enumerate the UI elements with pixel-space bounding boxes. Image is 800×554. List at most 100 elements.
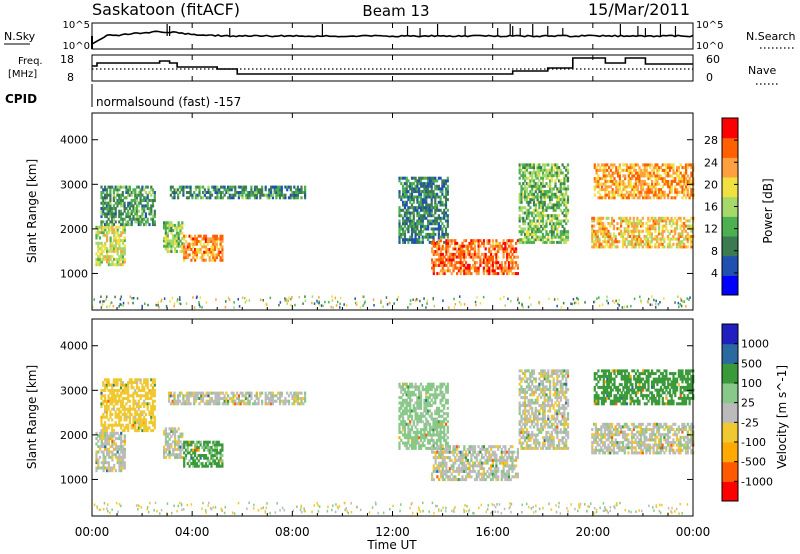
echo-cell xyxy=(540,166,543,169)
echo-cell xyxy=(407,430,410,434)
echo-cell xyxy=(527,176,530,180)
echo-cell xyxy=(647,182,650,186)
echo-cell xyxy=(170,226,173,230)
echo-cell xyxy=(425,390,428,394)
echo-cell xyxy=(428,222,431,226)
echo-cell xyxy=(437,232,440,236)
echo-cell xyxy=(450,261,453,265)
echo-cell xyxy=(486,239,489,243)
echo-cell xyxy=(118,260,121,264)
echo-cell xyxy=(206,242,209,246)
echo-cell xyxy=(683,242,686,246)
echo-cell xyxy=(427,211,430,215)
echo-cell xyxy=(194,448,197,452)
echo-cell xyxy=(410,385,414,389)
echo-cell xyxy=(141,402,144,406)
echo-cell xyxy=(540,195,543,199)
echo-cell xyxy=(600,216,603,220)
echo-cell xyxy=(566,184,570,188)
echo-cell xyxy=(109,431,112,435)
echo-cell xyxy=(106,255,109,259)
echo-cell xyxy=(511,263,514,267)
echo-cell xyxy=(441,184,444,188)
echo-cell xyxy=(605,240,608,244)
echo-cell xyxy=(423,406,426,410)
echo-cell xyxy=(612,235,615,238)
echo-cell xyxy=(497,266,500,270)
echo-cell xyxy=(444,230,448,234)
echo-cell xyxy=(428,208,431,212)
echo-cell xyxy=(648,232,652,236)
echo-cell xyxy=(549,190,552,194)
echo-cell xyxy=(624,182,627,186)
echo-cell xyxy=(398,211,401,215)
echo-cell xyxy=(604,166,607,170)
echo-cell xyxy=(102,426,105,430)
echo-cell xyxy=(97,257,100,261)
echo-cell xyxy=(194,464,197,468)
echo-cell xyxy=(418,414,421,418)
echo-cell xyxy=(477,266,480,270)
echo-cell xyxy=(244,196,248,200)
echo-cell xyxy=(639,229,643,233)
echo-cell xyxy=(414,409,417,413)
echo-cell xyxy=(598,219,601,223)
echo-cell xyxy=(278,399,282,403)
echo-cell xyxy=(600,229,603,233)
echo-cell xyxy=(556,174,559,178)
echo-cell xyxy=(656,219,659,223)
echo-cell xyxy=(490,258,493,262)
echo-cell xyxy=(150,193,153,197)
echo-cell xyxy=(143,217,146,221)
echo-cell xyxy=(491,261,494,265)
echo-cell xyxy=(123,244,126,248)
echo-cell xyxy=(134,426,137,430)
echo-cell xyxy=(282,399,285,403)
echo-cell xyxy=(127,391,130,395)
echo-cell xyxy=(685,171,688,175)
echo-cell xyxy=(423,208,426,212)
echo-cell xyxy=(120,431,123,435)
echo-cell xyxy=(400,385,403,389)
echo-cell xyxy=(150,391,153,395)
echo-cell xyxy=(541,240,545,244)
echo-cell xyxy=(177,242,180,246)
echo-cell xyxy=(531,235,534,239)
echo-cell xyxy=(536,182,539,186)
echo-cell xyxy=(516,266,519,270)
echo-cell xyxy=(418,187,421,191)
echo-cell xyxy=(688,196,691,200)
echo-cell xyxy=(100,394,103,398)
echo-cell xyxy=(195,440,198,444)
echo-cell xyxy=(618,163,621,167)
echo-cell xyxy=(179,455,182,459)
echo-cell xyxy=(428,422,431,426)
echo-cell xyxy=(151,191,155,194)
echo-cell xyxy=(527,171,530,175)
echo-cell xyxy=(538,235,541,239)
echo-cell xyxy=(111,397,114,400)
echo-cell xyxy=(202,391,205,395)
echo-cell xyxy=(324,300,326,304)
echo-cell xyxy=(414,406,417,410)
echo-cell xyxy=(194,234,197,238)
echo-cell xyxy=(111,260,114,264)
echo-cell xyxy=(432,176,435,180)
echo-cell xyxy=(647,196,650,200)
echo-cell xyxy=(109,236,112,240)
echo-cell xyxy=(105,201,108,205)
echo-cell xyxy=(127,204,130,208)
echo-cell xyxy=(268,188,271,192)
echo-cell xyxy=(104,193,107,197)
echo-cell xyxy=(668,245,671,249)
echo-cell xyxy=(410,187,414,191)
echo-cell xyxy=(282,196,285,200)
echo-cell xyxy=(286,188,289,192)
frequency-trace xyxy=(92,57,693,75)
echo-cell xyxy=(536,184,539,188)
echo-cell xyxy=(640,190,643,194)
echo-cell xyxy=(618,166,621,170)
echo-cell xyxy=(596,240,599,244)
echo-cell xyxy=(495,250,498,254)
echo-cell xyxy=(409,412,412,416)
